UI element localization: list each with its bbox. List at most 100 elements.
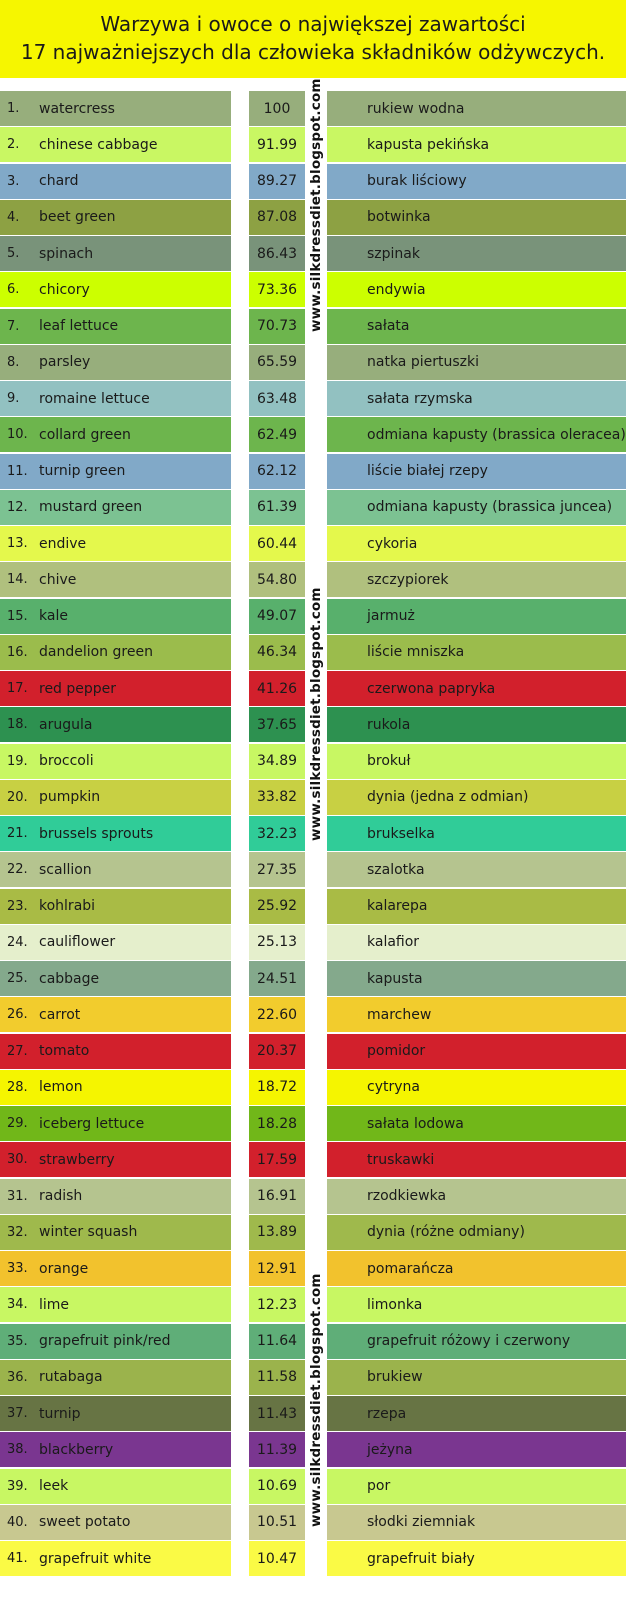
score-value: 33.82 (249, 779, 305, 815)
english-name: iceberg lettuce (39, 1115, 145, 1132)
english-name: tomato (39, 1043, 90, 1059)
english-name-cell: 17. red pepper (0, 671, 231, 706)
polish-name: rukiew wodna (327, 91, 626, 126)
rank-number: 7. (7, 318, 20, 334)
polish-name: limonka (327, 1287, 626, 1323)
english-name-cell: 22. scallion (0, 852, 231, 888)
english-name: lime (39, 1296, 70, 1313)
english-name: leek (39, 1478, 69, 1494)
score-value: 20.37 (249, 1033, 305, 1069)
polish-name: cytryna (327, 1069, 626, 1105)
english-name-cell: 3. chard (0, 163, 231, 199)
english-name-cell: 24. cauliflower (0, 924, 231, 960)
rank-number: 38. (7, 1442, 28, 1458)
rank-number: 37. (7, 1406, 28, 1421)
table-row: 31. radish 16.91 rzodkiewka (0, 1178, 640, 1215)
polish-name: szpinak (327, 236, 626, 271)
english-name: winter squash (39, 1224, 138, 1241)
polish-name: marchew (327, 997, 626, 1033)
table-row: 25. cabbage 24.51 kapusta (0, 961, 640, 997)
score-value: 11.43 (249, 1396, 305, 1431)
english-name-cell: 21. brussels sprouts (0, 816, 231, 851)
score-value: 12.91 (249, 1251, 305, 1286)
english-name: leaf lettuce (39, 318, 119, 334)
english-name-cell: 13. endive (0, 526, 231, 561)
english-name-cell: 39. leek (0, 1468, 231, 1504)
table-row: 39. leek 10.69 por (0, 1468, 640, 1505)
english-name: blackberry (39, 1441, 114, 1458)
score-value: 25.92 (249, 888, 305, 924)
polish-name: odmiana kapusty (brassica oleracea) (327, 417, 626, 453)
polish-name: rzepa (327, 1396, 626, 1431)
table-row: 21. brussels sprouts 32.23 brukselka (0, 816, 640, 852)
rank-number: 36. (7, 1369, 28, 1385)
table-row: 27. tomato 20.37 pomidor (0, 1033, 640, 1070)
table-row: 1. watercress 100 rukiew wodna (0, 91, 640, 127)
polish-name: liście mniszka (327, 634, 626, 670)
polish-name: kapusta pekińska (327, 127, 626, 163)
polish-name: odmiana kapusty (brassica juncea) (327, 489, 626, 525)
table-row: 32. winter squash 13.89 dynia (różne odmian… (0, 1214, 640, 1251)
table-row: 19. broccoli 34.89 brokuł (0, 743, 640, 780)
score-value: 22.60 (249, 997, 305, 1033)
english-name-cell: 10. collard green (0, 417, 231, 453)
english-name-cell: 1. watercress (0, 91, 231, 126)
score-value: 86.43 (249, 236, 305, 271)
english-name-cell: 15. kale (0, 598, 231, 634)
english-name: beet green (39, 209, 116, 226)
rank-number: 34. (7, 1297, 28, 1313)
score-value: 18.72 (249, 1069, 305, 1105)
english-name: chicory (39, 281, 90, 298)
rank-number: 13. (7, 536, 28, 551)
english-name-cell: 35. grapefruit pink/red (0, 1323, 231, 1359)
table-row: 7. leaf lettuce 70.73 sałata (0, 308, 640, 345)
score-value: 100 (249, 91, 305, 126)
score-value: 70.73 (249, 308, 305, 344)
score-value: 65.59 (249, 344, 305, 380)
english-name: strawberry (39, 1151, 115, 1168)
english-name-cell: 12. mustard green (0, 489, 231, 525)
table-row: 33. orange 12.91 pomarańcza (0, 1251, 640, 1287)
polish-name: grapefruit różowy i czerwony (327, 1323, 626, 1359)
table-row: 5. spinach 86.43 szpinak (0, 236, 640, 272)
english-name: turnip green (39, 463, 126, 479)
score-value: 24.51 (249, 961, 305, 996)
score-value: 11.64 (249, 1323, 305, 1359)
polish-name: endywia (327, 272, 626, 308)
english-name-cell: 34. lime (0, 1287, 231, 1323)
rank-number: 20. (7, 789, 28, 805)
english-name: grapefruit pink/red (39, 1333, 171, 1349)
table-row: 34. lime 12.23 limonka (0, 1287, 640, 1323)
english-name-cell: 20. pumpkin (0, 779, 231, 815)
english-name-cell: 4. beet green (0, 199, 231, 235)
table-row: 29. iceberg lettuce 18.28 sałata lodowa (0, 1106, 640, 1142)
english-name: collard green (39, 426, 131, 443)
english-name: mustard green (39, 499, 143, 516)
page-title-line-2: 17 najważniejszych dla człowieka składni… (20, 40, 606, 64)
english-name: romaine lettuce (39, 390, 150, 407)
score-value: 37.65 (249, 707, 305, 743)
english-name-cell: 33. orange (0, 1251, 231, 1286)
polish-name: szalotka (327, 852, 626, 888)
polish-name: jeżyna (327, 1432, 626, 1468)
english-name: scallion (39, 861, 92, 878)
rank-number: 27. (7, 1043, 28, 1059)
rank-number: 4. (7, 209, 20, 225)
english-name-cell: 31. radish (0, 1178, 231, 1214)
polish-name: brukiew (327, 1359, 626, 1395)
table-row: 20. pumpkin 33.82 dynia (jedna z odmian) (0, 779, 640, 816)
table-row: 3. chard 89.27 burak liściowy (0, 163, 640, 200)
english-name-cell: 40. sweet potato (0, 1504, 231, 1540)
score-value: 87.08 (249, 199, 305, 235)
english-name: cauliflower (39, 934, 116, 951)
english-name-cell: 27. tomato (0, 1033, 231, 1069)
english-name-cell: 25. cabbage (0, 961, 231, 996)
rank-number: 18. (7, 717, 28, 733)
english-name-cell: 7. leaf lettuce (0, 308, 231, 344)
english-name: arugula (39, 716, 93, 733)
english-name-cell: 36. rutabaga (0, 1359, 231, 1395)
polish-name: natka piertuszki (327, 344, 626, 380)
score-value: 60.44 (249, 526, 305, 561)
english-name: chard (39, 173, 79, 189)
english-name-cell: 18. arugula (0, 707, 231, 743)
